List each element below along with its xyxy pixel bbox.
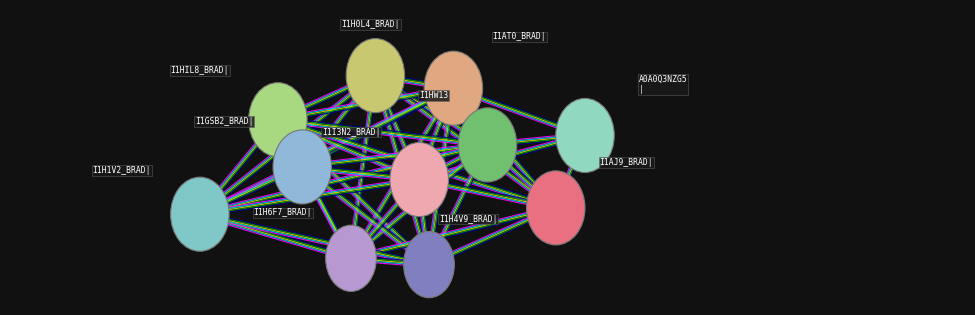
Text: A0A0Q3NZG5
|: A0A0Q3NZG5 |	[639, 75, 687, 94]
Text: I1H1V2_BRAD|: I1H1V2_BRAD|	[93, 166, 151, 175]
Text: I1H0L4_BRAD|: I1H0L4_BRAD|	[341, 20, 400, 29]
Ellipse shape	[526, 171, 585, 245]
Ellipse shape	[273, 130, 332, 204]
Text: I1HIL8_BRAD|: I1HIL8_BRAD|	[171, 66, 229, 75]
Ellipse shape	[326, 225, 376, 291]
Text: I1AJ9_BRAD|: I1AJ9_BRAD|	[600, 158, 653, 167]
Ellipse shape	[390, 142, 448, 217]
Ellipse shape	[346, 38, 405, 113]
Ellipse shape	[458, 108, 517, 182]
Text: I1H6F7_BRAD|: I1H6F7_BRAD|	[254, 208, 312, 217]
Ellipse shape	[249, 83, 307, 157]
Ellipse shape	[404, 232, 454, 298]
Text: I1GSB2_BRAD|: I1GSB2_BRAD|	[195, 117, 254, 126]
Ellipse shape	[171, 177, 229, 251]
Ellipse shape	[556, 98, 614, 173]
Text: I1H4V9_BRAD|: I1H4V9_BRAD|	[439, 215, 497, 224]
Text: I1AT0_BRAD|: I1AT0_BRAD|	[492, 32, 546, 41]
Ellipse shape	[424, 51, 483, 125]
Text: I1HW13: I1HW13	[419, 91, 448, 100]
Text: I1I3N2_BRAD|: I1I3N2_BRAD|	[322, 128, 380, 137]
